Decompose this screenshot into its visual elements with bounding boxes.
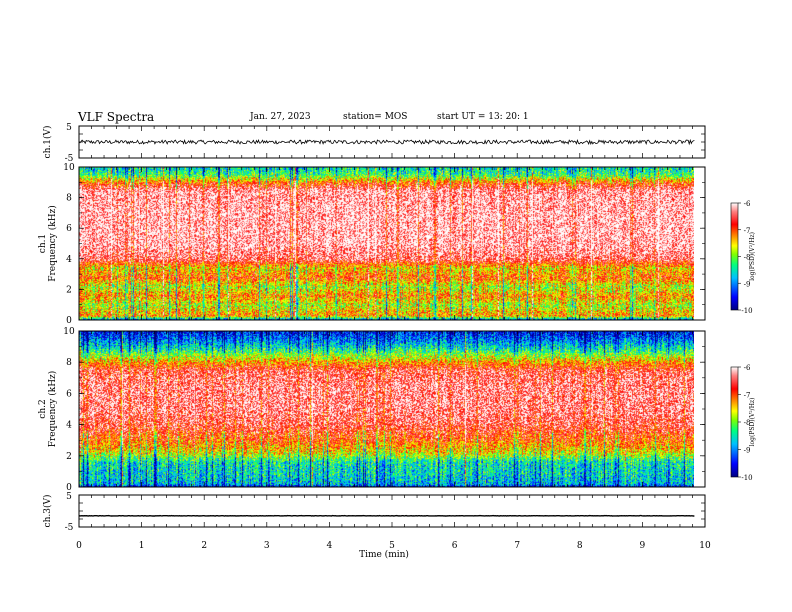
y-tick-label: 4 bbox=[66, 421, 72, 431]
x-tick-label: 9 bbox=[640, 541, 646, 551]
spectrogram-image bbox=[79, 167, 694, 320]
y-tick-label: -5 bbox=[65, 523, 74, 533]
colorbar-tick-label: -6 bbox=[744, 364, 751, 372]
colorbar-scale bbox=[730, 202, 739, 311]
colorbar-tick-label: -10 bbox=[741, 474, 752, 482]
y-axis-label: ch.2Frequency (kHz) bbox=[38, 371, 58, 448]
colorbar-tick-label: -8 bbox=[744, 254, 751, 262]
ch1-waveform: 5 -5 ch.1(V) bbox=[42, 123, 706, 164]
x-tick-label: 10 bbox=[699, 541, 711, 551]
colorbar-tick-label: -7 bbox=[744, 227, 751, 235]
colorbar-tick-label: -8 bbox=[744, 419, 751, 427]
y-axis-label-line: ch.3(V) bbox=[42, 495, 53, 528]
y-axis-label: ch.1(V) bbox=[42, 126, 53, 159]
y-tick-label: 6 bbox=[66, 224, 72, 234]
x-tick-label: 3 bbox=[264, 541, 270, 551]
ch3-waveform: 5 -5 ch.3(V) bbox=[42, 492, 706, 533]
y-tick-label: 6 bbox=[66, 389, 72, 399]
y-axis-label-line: ch.2 bbox=[38, 399, 48, 418]
colorbar-tick-label: -9 bbox=[744, 280, 751, 288]
x-axis: 0 1 2 3 4 5 6 7 8 9 10 Time (min) bbox=[76, 541, 711, 560]
colorbar-tick-label: -6 bbox=[744, 200, 751, 208]
date-label: Jan. 27, 2023 bbox=[250, 112, 311, 122]
y-tick-label: 0 bbox=[66, 316, 72, 326]
spectrogram-image bbox=[79, 331, 694, 487]
y-axis-label: ch.1Frequency (kHz) bbox=[38, 205, 58, 282]
y-tick-label: 8 bbox=[66, 194, 72, 204]
x-tick-label: 8 bbox=[577, 541, 583, 551]
y-axis-label-line: Frequency (kHz) bbox=[47, 371, 58, 448]
x-tick-label: 2 bbox=[201, 541, 207, 551]
colorbar: -6 -7 -8 -9 -10 log(PSD)(V²/Hz) bbox=[730, 200, 756, 315]
x-tick-label: 7 bbox=[514, 541, 520, 551]
y-axis-label: ch.3(V) bbox=[42, 495, 53, 528]
colorbar-label: log(PSD)(V²/Hz) bbox=[749, 398, 756, 447]
y-tick-label: 8 bbox=[66, 358, 72, 368]
x-tick-label: 0 bbox=[76, 541, 82, 551]
x-axis-label: Time (min) bbox=[359, 549, 409, 560]
y-tick-label: 10 bbox=[63, 163, 75, 173]
y-tick-label: 5 bbox=[66, 123, 72, 133]
y-tick-label: 0 bbox=[66, 483, 72, 493]
x-tick-label: 5 bbox=[389, 541, 395, 551]
y-axis-label-line: Frequency (kHz) bbox=[47, 205, 58, 282]
y-axis-label-line: ch.1(V) bbox=[42, 126, 53, 159]
y-tick-label: 10 bbox=[63, 327, 75, 337]
waveform-line bbox=[78, 138, 695, 146]
colorbar-label: log(PSD)(V²/Hz) bbox=[749, 232, 756, 281]
colorbar-scale bbox=[730, 366, 739, 478]
ch1-spectrogram: 0 2 4 6 8 10 ch.1Frequency (kHz) -6 -7 -8 -9 -10 log… bbox=[38, 163, 756, 326]
colorbar-tick-label: -9 bbox=[744, 447, 751, 455]
y-tick-label: 2 bbox=[66, 285, 72, 295]
x-tick-label: 4 bbox=[327, 541, 333, 551]
y-tick-label: 5 bbox=[66, 492, 72, 502]
start-time-label: start UT = 13: 20: 1 bbox=[437, 112, 529, 122]
y-tick-label: 4 bbox=[66, 255, 72, 265]
colorbar: -6 -7 -8 -9 -10 log(PSD)(V²/Hz) bbox=[730, 364, 756, 482]
colorbar-tick-label: -7 bbox=[744, 392, 751, 400]
y-tick-label: -5 bbox=[65, 154, 74, 164]
station-label: station= MOS bbox=[343, 112, 408, 122]
x-tick-label: 1 bbox=[139, 541, 145, 551]
colorbar-tick-label: -10 bbox=[741, 307, 752, 315]
y-tick-label: 2 bbox=[66, 452, 72, 462]
x-tick-label: 6 bbox=[452, 541, 458, 551]
y-axis-label-line: ch.1 bbox=[38, 234, 48, 253]
chart-title: VLF Spectra bbox=[78, 110, 155, 124]
ch2-spectrogram: 0 2 4 6 8 10 ch.2Frequency (kHz) -6 -7 -8 -9 -10 log… bbox=[38, 327, 756, 493]
